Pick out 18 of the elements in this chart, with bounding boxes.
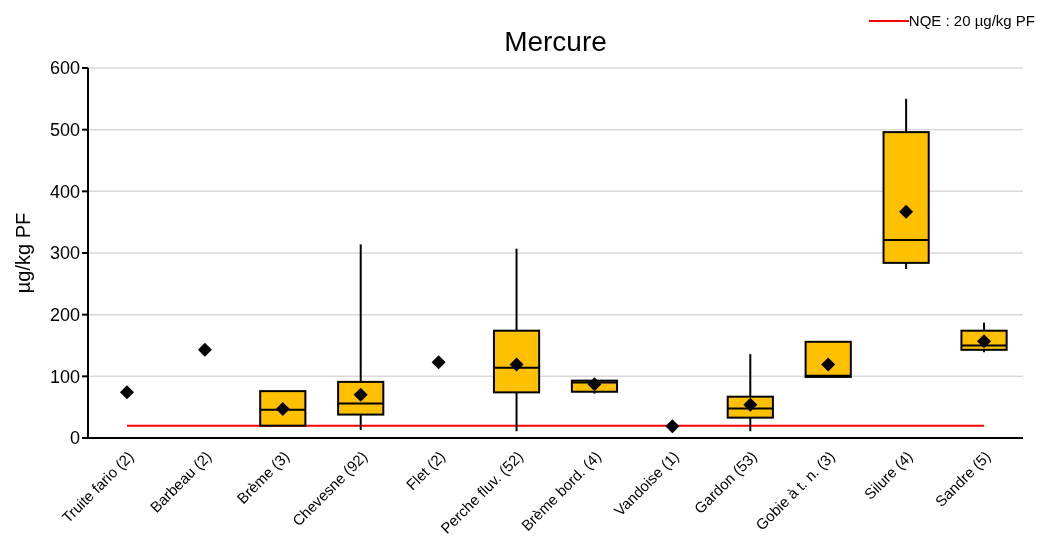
point xyxy=(665,419,680,434)
point xyxy=(431,355,446,370)
y-tick-label: 0 xyxy=(69,428,80,449)
point xyxy=(119,385,134,400)
y-tick-label: 100 xyxy=(49,366,80,387)
y-axis-title: µg/kg PF xyxy=(12,212,35,294)
chart-title: Mercure xyxy=(504,26,607,57)
point xyxy=(587,377,602,392)
legend-label: NQE : 20 µg/kg PF xyxy=(908,12,1035,29)
point xyxy=(509,357,524,372)
point xyxy=(899,204,914,219)
y-tick-label: 200 xyxy=(49,305,80,326)
y-tick-label: 300 xyxy=(49,243,80,264)
x-tick-label: Flet (2) xyxy=(402,447,449,494)
y-tick-label: 600 xyxy=(49,58,80,79)
y-tick-label: 500 xyxy=(49,120,80,141)
y-tick-label: 400 xyxy=(49,181,80,202)
point xyxy=(197,342,212,357)
